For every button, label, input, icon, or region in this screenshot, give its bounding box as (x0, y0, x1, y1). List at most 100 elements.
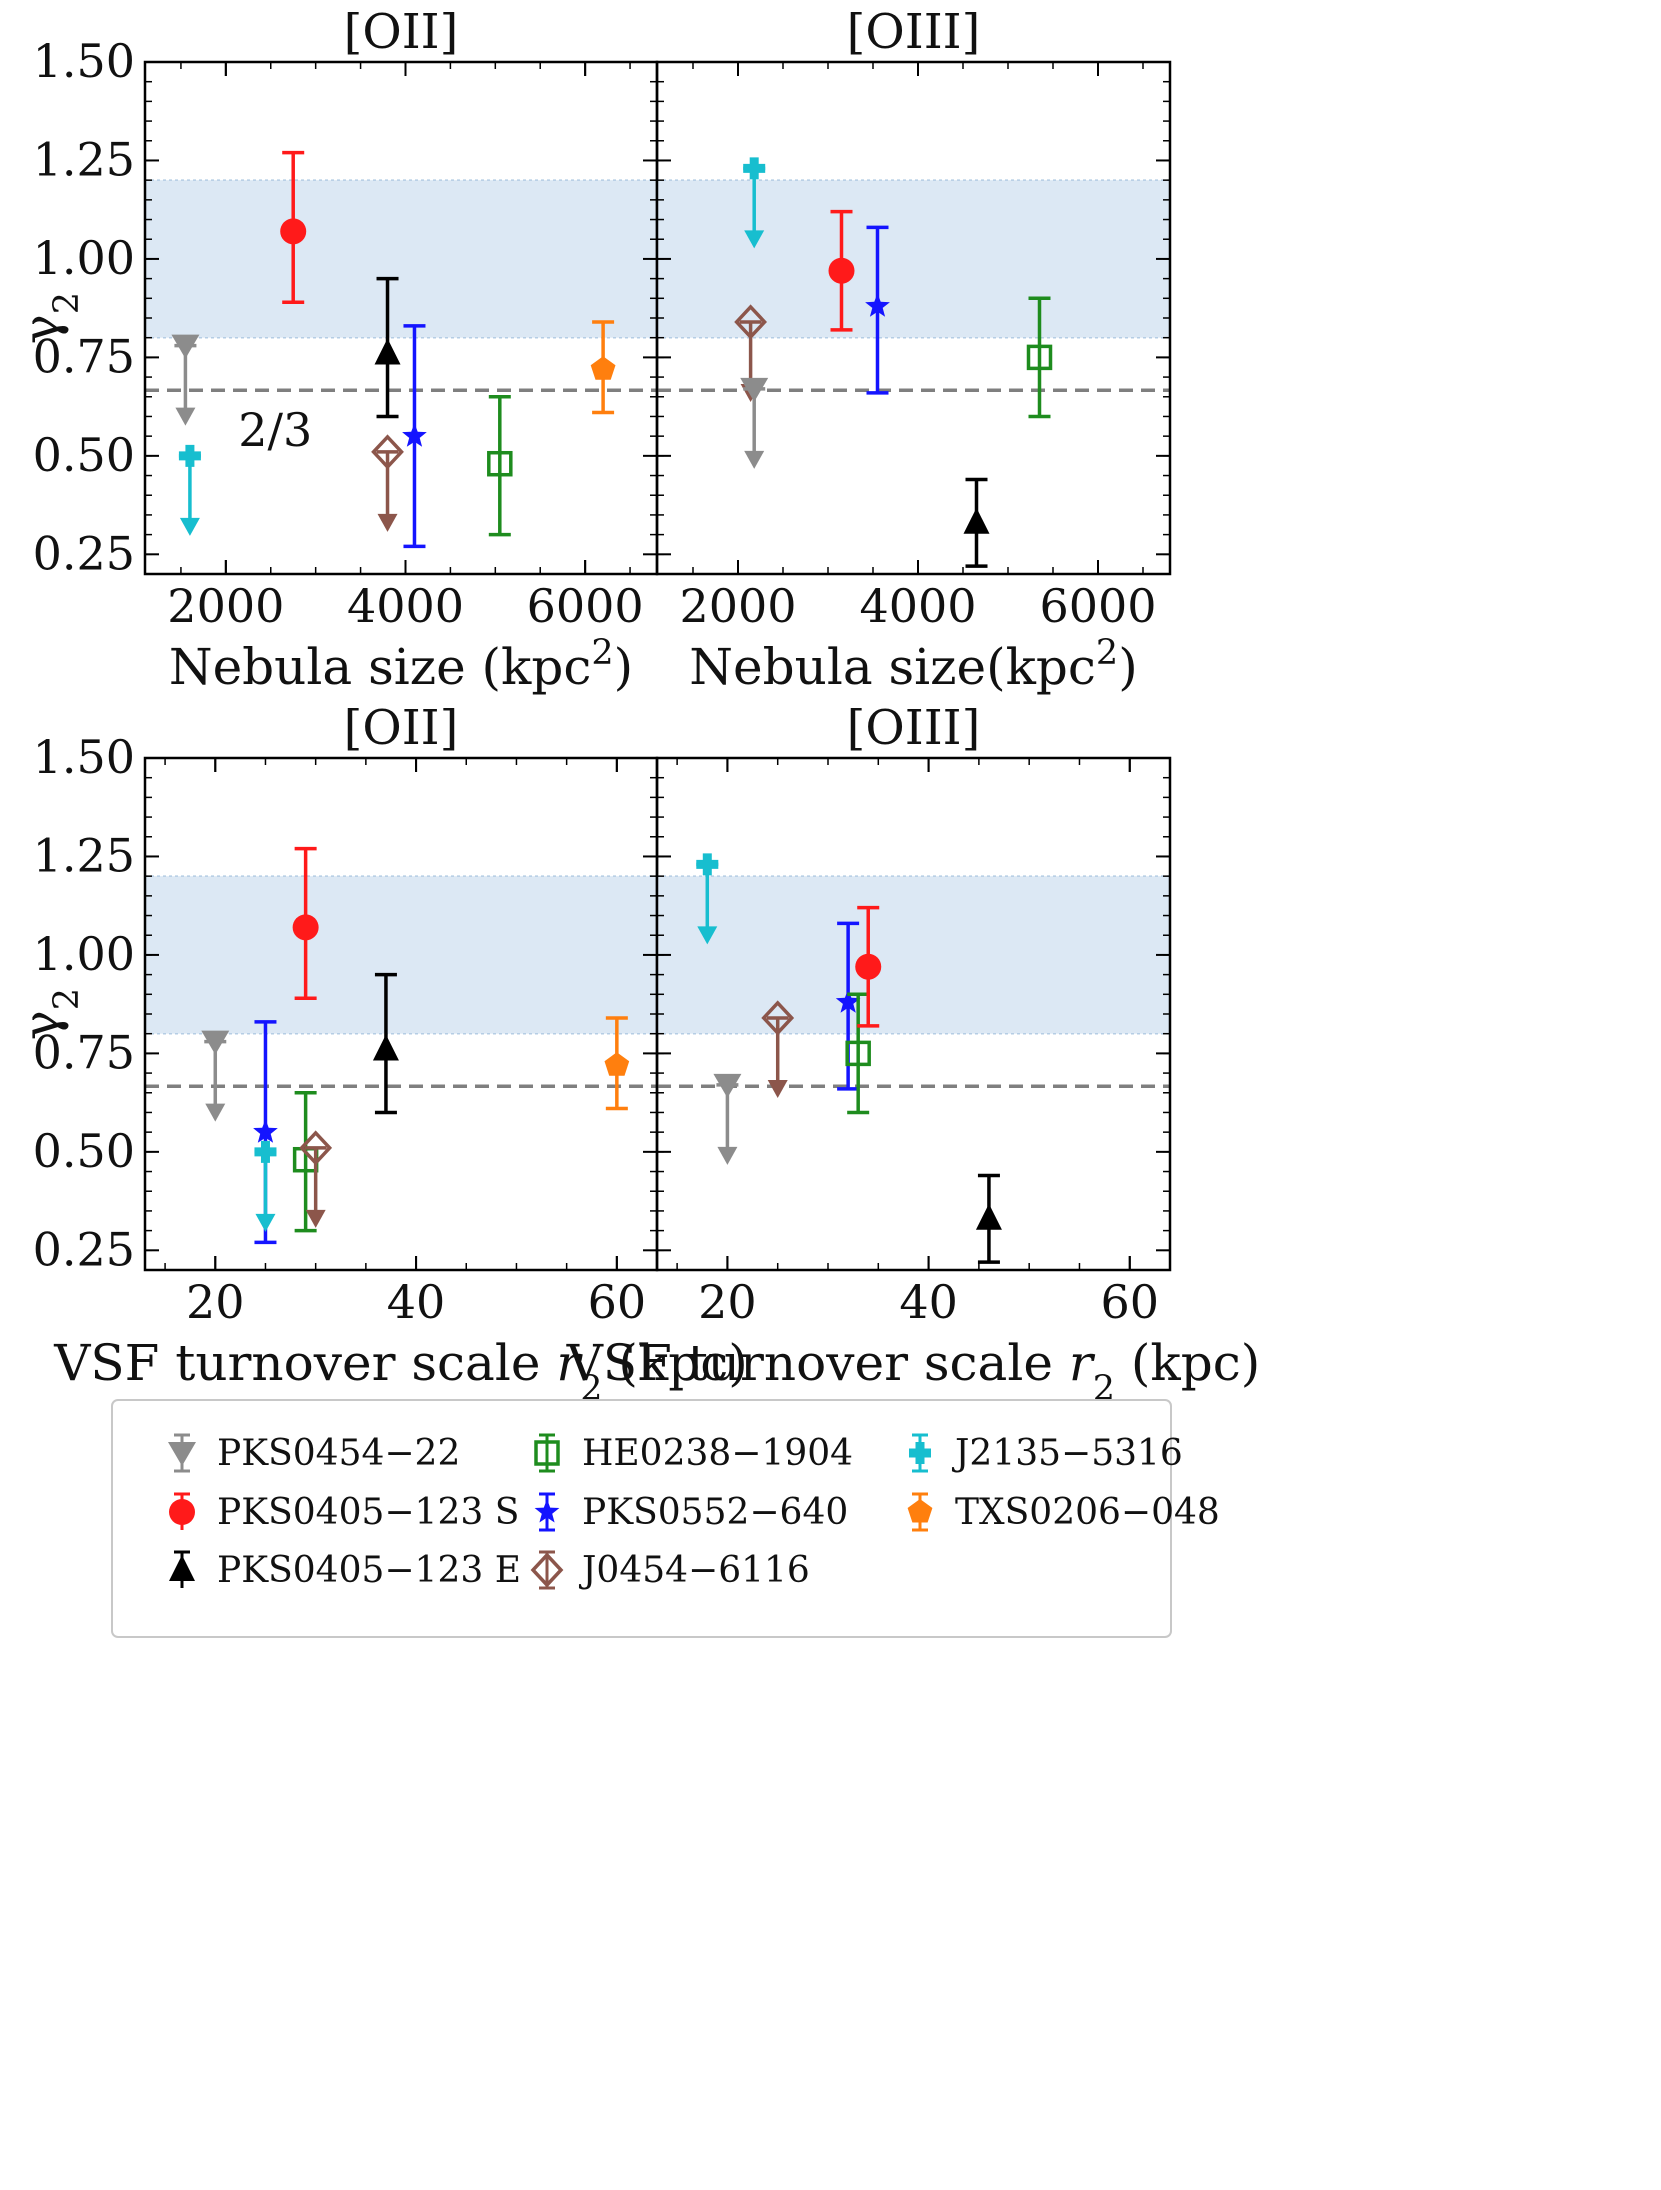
legend-item-j0454-6116: J0454−6116 (530, 1550, 810, 1591)
marker-pks0405-123-e (372, 1034, 399, 1061)
legend-marker-j2135-5316 (909, 1442, 931, 1464)
xtick-label: 60 (588, 1275, 647, 1329)
shaded-band (145, 876, 657, 1034)
legend-label: J2135−5316 (951, 1433, 1183, 1474)
shaded-band (145, 180, 657, 338)
marker-j2135-5316 (254, 1140, 277, 1163)
marker-pks0552-640 (253, 1119, 278, 1143)
point-pks0405-123-s (828, 209, 855, 332)
marker-pks0405-123-s (280, 218, 307, 245)
marker-pks0552-640 (835, 989, 861, 1013)
limit-arrow-head (744, 450, 765, 469)
point-pks0454-22 (740, 377, 769, 469)
marker-pks0552-640 (402, 423, 427, 447)
ytick-label: 1.50 (33, 34, 135, 88)
legend-label: J0454−6116 (578, 1550, 810, 1591)
xtick-label: 20 (698, 1275, 757, 1329)
legend-marker-he0238-1904 (534, 1440, 560, 1466)
marker-pks0454-22 (740, 377, 769, 402)
limit-arrow-head (697, 926, 718, 945)
legend-marker-pks0454-22 (168, 1442, 196, 1466)
point-pks0454-22 (201, 1030, 230, 1122)
legend-item-txs0206-048: TXS0206−048 (907, 1492, 1220, 1533)
legend-label: PKS0552−640 (582, 1492, 848, 1533)
marker-j0454-6116 (371, 434, 404, 470)
shaded-band (657, 876, 1170, 1034)
point-pks0405-123-s (855, 905, 882, 1028)
limit-arrow-head (175, 407, 196, 426)
point-pks0405-123-s (280, 150, 307, 304)
limit-arrow-head (179, 517, 200, 536)
x-axis-label: Nebula size(kpc2) (689, 633, 1137, 696)
panel-4: 20 40 60 [OIII] VSF turnover scale r2 (kpc) (566, 700, 1260, 1409)
xtick-label: 6000 (527, 579, 644, 633)
legend-item-he0238-1904: HE0238−1904 (534, 1433, 853, 1474)
point-he0238-1904 (487, 395, 513, 537)
marker-he0238-1904 (487, 450, 513, 477)
ytick-label: 1.25 (33, 132, 135, 186)
marker-he0238-1904 (1026, 344, 1053, 371)
marker-pks0454-22 (201, 1030, 230, 1055)
ytick-label: 1.00 (33, 927, 135, 981)
marker-pks0552-640 (865, 293, 890, 317)
marker-he0238-1904 (845, 1040, 871, 1067)
point-txs0206-048 (590, 320, 616, 415)
xtick-label: 20 (186, 1275, 245, 1329)
marker-txs0206-048 (590, 356, 616, 380)
point-j2135-5316 (743, 157, 766, 249)
limit-arrow-head (255, 1213, 276, 1232)
legend-label: PKS0454−22 (217, 1433, 460, 1474)
legend-item-pks0454-22: PKS0454−22 (168, 1433, 460, 1474)
xtick-label: 40 (899, 1275, 958, 1329)
marker-j0454-6116 (761, 1000, 795, 1036)
ytick-label: 1.00 (33, 231, 135, 285)
marker-pks0405-123-s (828, 257, 855, 284)
ytick-label: 0.25 (33, 1222, 135, 1276)
legend-label: HE0238−1904 (582, 1433, 853, 1474)
legend-marker-pks0552-640 (534, 1499, 560, 1523)
marker-j0454-6116 (299, 1130, 333, 1166)
legend-frame (111, 1399, 1172, 1638)
limit-arrow-head (744, 230, 765, 249)
ytick-label: 0.25 (33, 526, 135, 580)
panel-title: [OII] (344, 4, 459, 60)
legend-item-pks0405-123-e: PKS0405−123 E (169, 1550, 521, 1591)
point-txs0206-048 (604, 1016, 630, 1111)
ytick-label: 1.50 (33, 730, 135, 784)
marker-pks0405-123-s (292, 914, 319, 941)
xtick-label: 6000 (1039, 579, 1156, 633)
point-j2135-5316 (254, 1140, 277, 1232)
legend-label: PKS0405−123 E (217, 1550, 521, 1591)
marker-pks0405-123-s (855, 953, 882, 980)
xtick-label: 2000 (167, 579, 284, 633)
marker-j0454-6116 (734, 304, 767, 340)
point-j2135-5316 (696, 853, 719, 945)
point-pks0552-640 (402, 324, 427, 549)
legend-item-j2135-5316: J2135−5316 (909, 1433, 1183, 1474)
point-j2135-5316 (178, 444, 201, 536)
point-pks0405-123-e (963, 477, 990, 568)
xtick-label: 60 (1100, 1275, 1159, 1329)
point-j0454-6116 (371, 434, 404, 532)
legend: PKS0454−22 PKS0405−123 S PKS0405−123 E HE02… (111, 1399, 1220, 1638)
point-pks0405-123-s (292, 846, 319, 1000)
x-axis-label: Nebula size (kpc2) (169, 633, 633, 696)
panel-title: [OIII] (847, 700, 981, 756)
point-pks0405-123-e (975, 1173, 1002, 1264)
panel-1: 2/3 0.25 0.50 0.75 1.00 1.25 1.50 2000 4000 6000 [… (12, 4, 659, 696)
panel-2: 2000 4000 6000 [OIII] Nebula size(kpc2) (655, 4, 1172, 696)
ytick-label: 0.50 (33, 1124, 135, 1178)
limit-arrow-head (205, 1103, 226, 1122)
panel-3: 0.25 0.50 0.75 1.00 1.25 1.50 20 40 60 [OII] VSF t… (12, 700, 748, 1409)
ytick-label: 0.75 (33, 1025, 135, 1079)
point-j0454-6116 (299, 1130, 333, 1228)
shaded-band (657, 180, 1170, 338)
xtick-label: 4000 (859, 579, 976, 633)
point-pks0454-22 (713, 1073, 742, 1165)
x-axis-label: VSF turnover scale r2 (kpc) (53, 1334, 747, 1409)
ytick-label: 0.50 (33, 428, 135, 482)
reference-line-label: 2/3 (238, 403, 312, 457)
point-pks0552-640 (865, 225, 890, 395)
legend-label: PKS0405−123 S (217, 1492, 519, 1533)
